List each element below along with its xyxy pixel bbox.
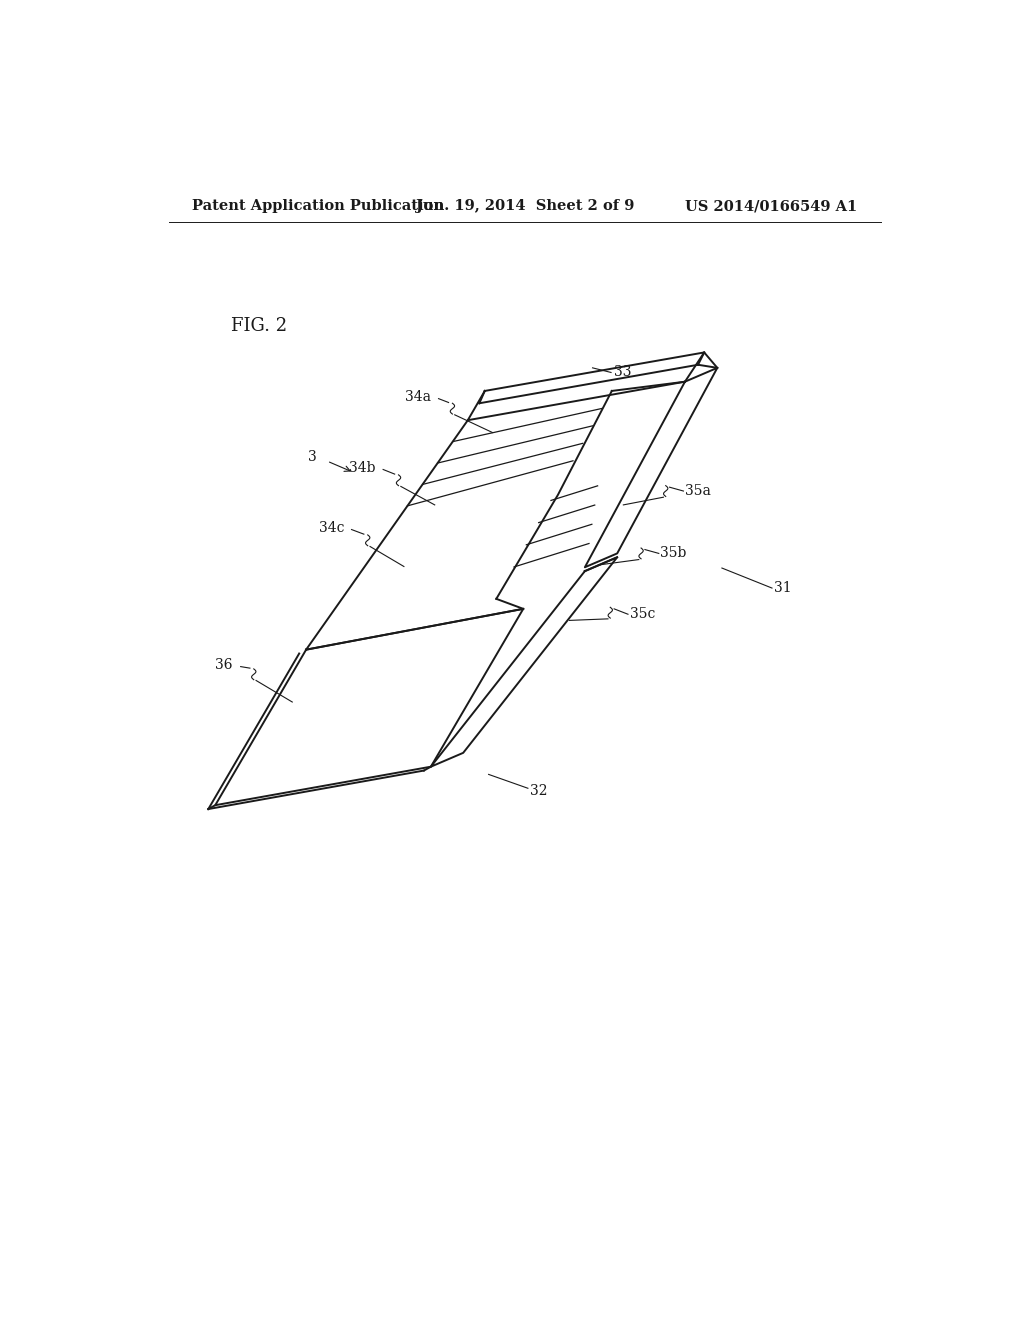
Text: 34b: 34b	[349, 461, 376, 475]
Text: 33: 33	[614, 366, 632, 379]
Text: 35b: 35b	[660, 546, 687, 561]
Text: Patent Application Publication: Patent Application Publication	[193, 199, 444, 213]
Text: FIG. 2: FIG. 2	[230, 317, 287, 335]
Text: 31: 31	[773, 581, 792, 595]
Text: 32: 32	[529, 784, 548, 799]
Text: 35a: 35a	[685, 484, 711, 498]
Text: 34c: 34c	[319, 521, 345, 535]
Text: 35c: 35c	[630, 607, 655, 622]
Text: 3: 3	[308, 450, 316, 465]
Text: 36: 36	[215, 659, 233, 672]
Text: 34a: 34a	[404, 391, 431, 404]
Text: US 2014/0166549 A1: US 2014/0166549 A1	[685, 199, 857, 213]
Text: Jun. 19, 2014  Sheet 2 of 9: Jun. 19, 2014 Sheet 2 of 9	[416, 199, 634, 213]
